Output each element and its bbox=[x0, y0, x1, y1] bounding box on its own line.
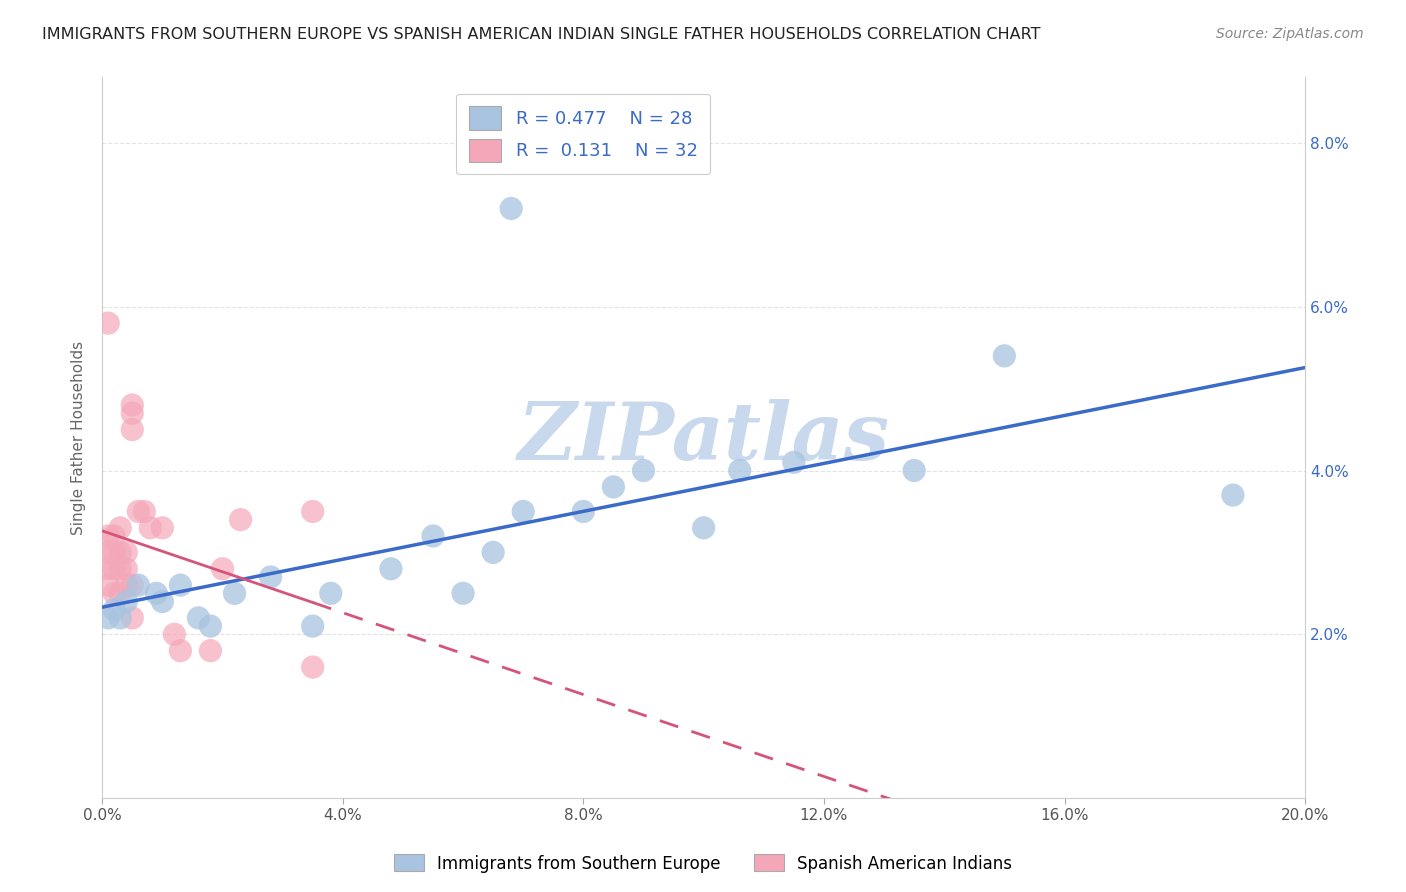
Point bbox=[97, 578, 120, 592]
Point bbox=[501, 202, 523, 216]
Point bbox=[97, 562, 120, 576]
Point bbox=[103, 586, 125, 600]
Point bbox=[163, 627, 186, 641]
Point bbox=[422, 529, 444, 543]
Point bbox=[121, 406, 143, 420]
Point bbox=[127, 578, 149, 592]
Point bbox=[783, 455, 806, 469]
Point bbox=[103, 562, 125, 576]
Point bbox=[97, 529, 120, 543]
Point bbox=[121, 611, 143, 625]
Point bbox=[903, 463, 925, 477]
Point bbox=[150, 521, 173, 535]
Point bbox=[512, 504, 534, 518]
Point bbox=[110, 586, 132, 600]
Point bbox=[139, 521, 162, 535]
Text: Source: ZipAtlas.com: Source: ZipAtlas.com bbox=[1216, 27, 1364, 41]
Point bbox=[115, 578, 138, 592]
Point bbox=[633, 463, 655, 477]
Point bbox=[110, 521, 132, 535]
Point bbox=[150, 594, 173, 608]
Point bbox=[110, 562, 132, 576]
Point bbox=[169, 643, 191, 657]
Point bbox=[211, 562, 233, 576]
Point bbox=[259, 570, 281, 584]
Point bbox=[97, 545, 120, 559]
Point bbox=[121, 398, 143, 412]
Point bbox=[115, 562, 138, 576]
Point bbox=[103, 603, 125, 617]
Point bbox=[301, 619, 323, 633]
Point bbox=[200, 619, 222, 633]
Point bbox=[301, 504, 323, 518]
Point bbox=[127, 504, 149, 518]
Point bbox=[380, 562, 402, 576]
Point bbox=[993, 349, 1015, 363]
Point bbox=[97, 611, 120, 625]
Point bbox=[169, 578, 191, 592]
Point bbox=[97, 316, 120, 330]
Point bbox=[451, 586, 474, 600]
Point bbox=[115, 594, 138, 608]
Point bbox=[572, 504, 595, 518]
Point bbox=[319, 586, 342, 600]
Point bbox=[482, 545, 505, 559]
Text: ZIPatlas: ZIPatlas bbox=[517, 399, 890, 476]
Point bbox=[692, 521, 714, 535]
Point bbox=[602, 480, 624, 494]
Point bbox=[121, 423, 143, 437]
Point bbox=[200, 643, 222, 657]
Point bbox=[224, 586, 246, 600]
Point bbox=[229, 513, 252, 527]
Point bbox=[103, 529, 125, 543]
Legend: R = 0.477    N = 28, R =  0.131    N = 32: R = 0.477 N = 28, R = 0.131 N = 32 bbox=[457, 94, 710, 174]
Point bbox=[1222, 488, 1244, 502]
Point bbox=[110, 545, 132, 559]
Point bbox=[187, 611, 209, 625]
Point bbox=[110, 611, 132, 625]
Text: IMMIGRANTS FROM SOUTHERN EUROPE VS SPANISH AMERICAN INDIAN SINGLE FATHER HOUSEHO: IMMIGRANTS FROM SOUTHERN EUROPE VS SPANI… bbox=[42, 27, 1040, 42]
Point bbox=[145, 586, 167, 600]
Point bbox=[115, 545, 138, 559]
Y-axis label: Single Father Households: Single Father Households bbox=[72, 341, 86, 535]
Point bbox=[134, 504, 156, 518]
Point bbox=[301, 660, 323, 674]
Point bbox=[728, 463, 751, 477]
Point bbox=[103, 545, 125, 559]
Point bbox=[121, 578, 143, 592]
Legend: Immigrants from Southern Europe, Spanish American Indians: Immigrants from Southern Europe, Spanish… bbox=[387, 847, 1019, 880]
